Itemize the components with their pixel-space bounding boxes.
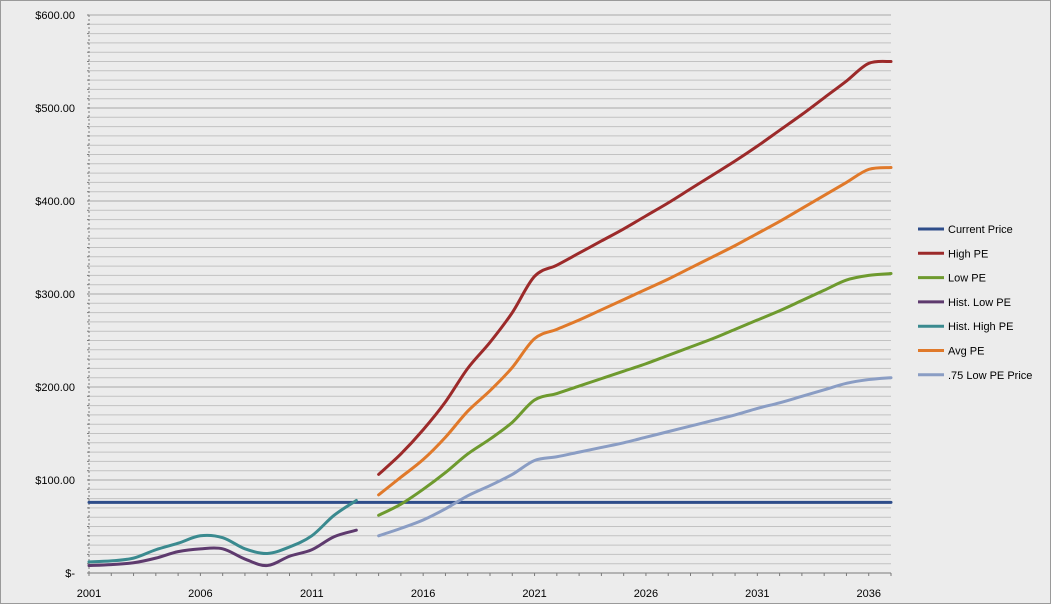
legend-label: Hist. High PE [948, 321, 1013, 333]
series-line-2 [377, 272, 893, 517]
legend-label: High PE [948, 248, 988, 260]
y-tick-label: $- [65, 568, 75, 580]
series-line-5 [377, 166, 893, 497]
x-tick-label: 2011 [300, 588, 324, 600]
y-tick-label: $400.00 [35, 196, 75, 208]
x-tick-label: 2031 [745, 588, 769, 600]
y-tick-label: $100.00 [35, 475, 75, 487]
y-tick-label: $200.00 [35, 382, 75, 394]
x-tick-label: 2001 [77, 588, 101, 600]
series-line-3 [87, 528, 358, 568]
series-line-6 [377, 376, 893, 538]
x-tick-label: 2021 [522, 588, 546, 600]
legend-label: .75 Low PE Price [948, 370, 1032, 382]
series-line-4 [87, 498, 358, 564]
y-tick-label: $300.00 [35, 289, 75, 301]
legend-label: Avg PE [948, 346, 985, 358]
series-line-1 [377, 59, 893, 476]
legend-label: Current Price [948, 224, 1013, 236]
x-tick-label: 2026 [634, 588, 658, 600]
x-tick-label: 2036 [856, 588, 880, 600]
legend-label: Hist. Low PE [948, 297, 1011, 309]
x-tick-label: 2006 [188, 588, 212, 600]
legend-label: Low PE [948, 273, 986, 285]
y-tick-label: $500.00 [35, 103, 75, 115]
x-tick-label: 2016 [411, 588, 435, 600]
y-tick-label: $600.00 [35, 10, 75, 22]
